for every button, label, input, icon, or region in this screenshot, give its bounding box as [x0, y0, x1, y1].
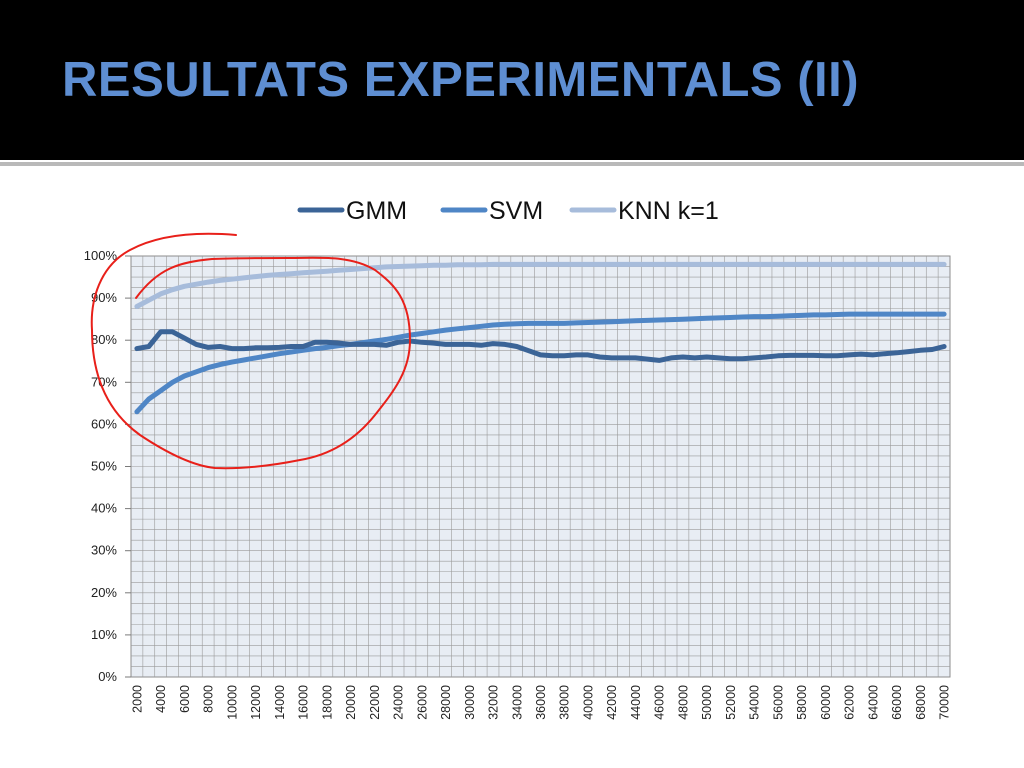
y-tick-label: 80% [91, 332, 117, 347]
x-tick-label: 38000 [558, 685, 572, 720]
y-tick-label: 0% [98, 669, 117, 684]
y-tick-label: 50% [91, 459, 117, 474]
x-tick-label: 44000 [629, 685, 643, 720]
legend-label: GMM [346, 197, 407, 225]
x-tick-label: 48000 [676, 685, 690, 720]
x-tick-label: 20000 [344, 685, 358, 720]
x-tick-label: 46000 [653, 685, 667, 720]
x-tick-label: 50000 [700, 685, 714, 720]
y-tick-label: 30% [91, 543, 117, 558]
series-line-svm [134, 311, 947, 415]
y-tick-label: 60% [91, 416, 117, 431]
x-tick-label: 12000 [249, 685, 263, 720]
slide-title: RESULTATS EXPERIMENTALS (II) [62, 53, 860, 107]
x-tick-label: 14000 [273, 685, 287, 720]
x-tick-label: 54000 [748, 685, 762, 720]
x-tick-label: 6000 [178, 685, 192, 713]
y-tick-label: 40% [91, 501, 117, 516]
x-tick-label: 32000 [487, 685, 501, 720]
series-line-gmm [134, 329, 947, 363]
legend-label: KNN k=1 [618, 197, 719, 225]
y-tick-label: 10% [91, 627, 117, 642]
series-line-knn-k-1 [134, 261, 947, 309]
x-tick-label: 58000 [795, 685, 809, 720]
x-tick-label: 52000 [724, 685, 738, 720]
x-tick-label: 2000 [130, 685, 144, 713]
x-tick-label: 4000 [154, 685, 168, 713]
y-tick-label: 90% [91, 290, 117, 305]
y-tick-label: 20% [91, 585, 117, 600]
x-tick-label: 64000 [866, 685, 880, 720]
header-divider [0, 162, 1024, 166]
x-tick-label: 70000 [938, 685, 952, 720]
x-tick-label: 36000 [534, 685, 548, 720]
x-tick-label: 18000 [320, 685, 334, 720]
x-tick-label: 34000 [510, 685, 524, 720]
x-tick-label: 42000 [605, 685, 619, 720]
y-tick-label: 70% [91, 374, 117, 389]
x-tick-label: 62000 [843, 685, 857, 720]
x-tick-label: 8000 [202, 685, 216, 713]
x-tick-label: 30000 [463, 685, 477, 720]
x-tick-label: 40000 [581, 685, 595, 720]
x-tick-label: 60000 [819, 685, 833, 720]
slide-header: RESULTATS EXPERIMENTALS (II) [0, 0, 1024, 160]
x-tick-label: 24000 [392, 685, 406, 720]
x-tick-label: 16000 [297, 685, 311, 720]
annotation-circle [90, 232, 411, 470]
legend-label: SVM [489, 197, 543, 225]
y-tick-label: 100% [84, 248, 118, 263]
x-tick-label: 10000 [225, 685, 239, 720]
x-tick-label: 28000 [439, 685, 453, 720]
x-tick-label: 22000 [368, 685, 382, 720]
x-tick-label: 68000 [914, 685, 928, 720]
x-tick-label: 26000 [415, 685, 429, 720]
x-tick-label: 66000 [890, 685, 904, 720]
x-tick-label: 56000 [771, 685, 785, 720]
